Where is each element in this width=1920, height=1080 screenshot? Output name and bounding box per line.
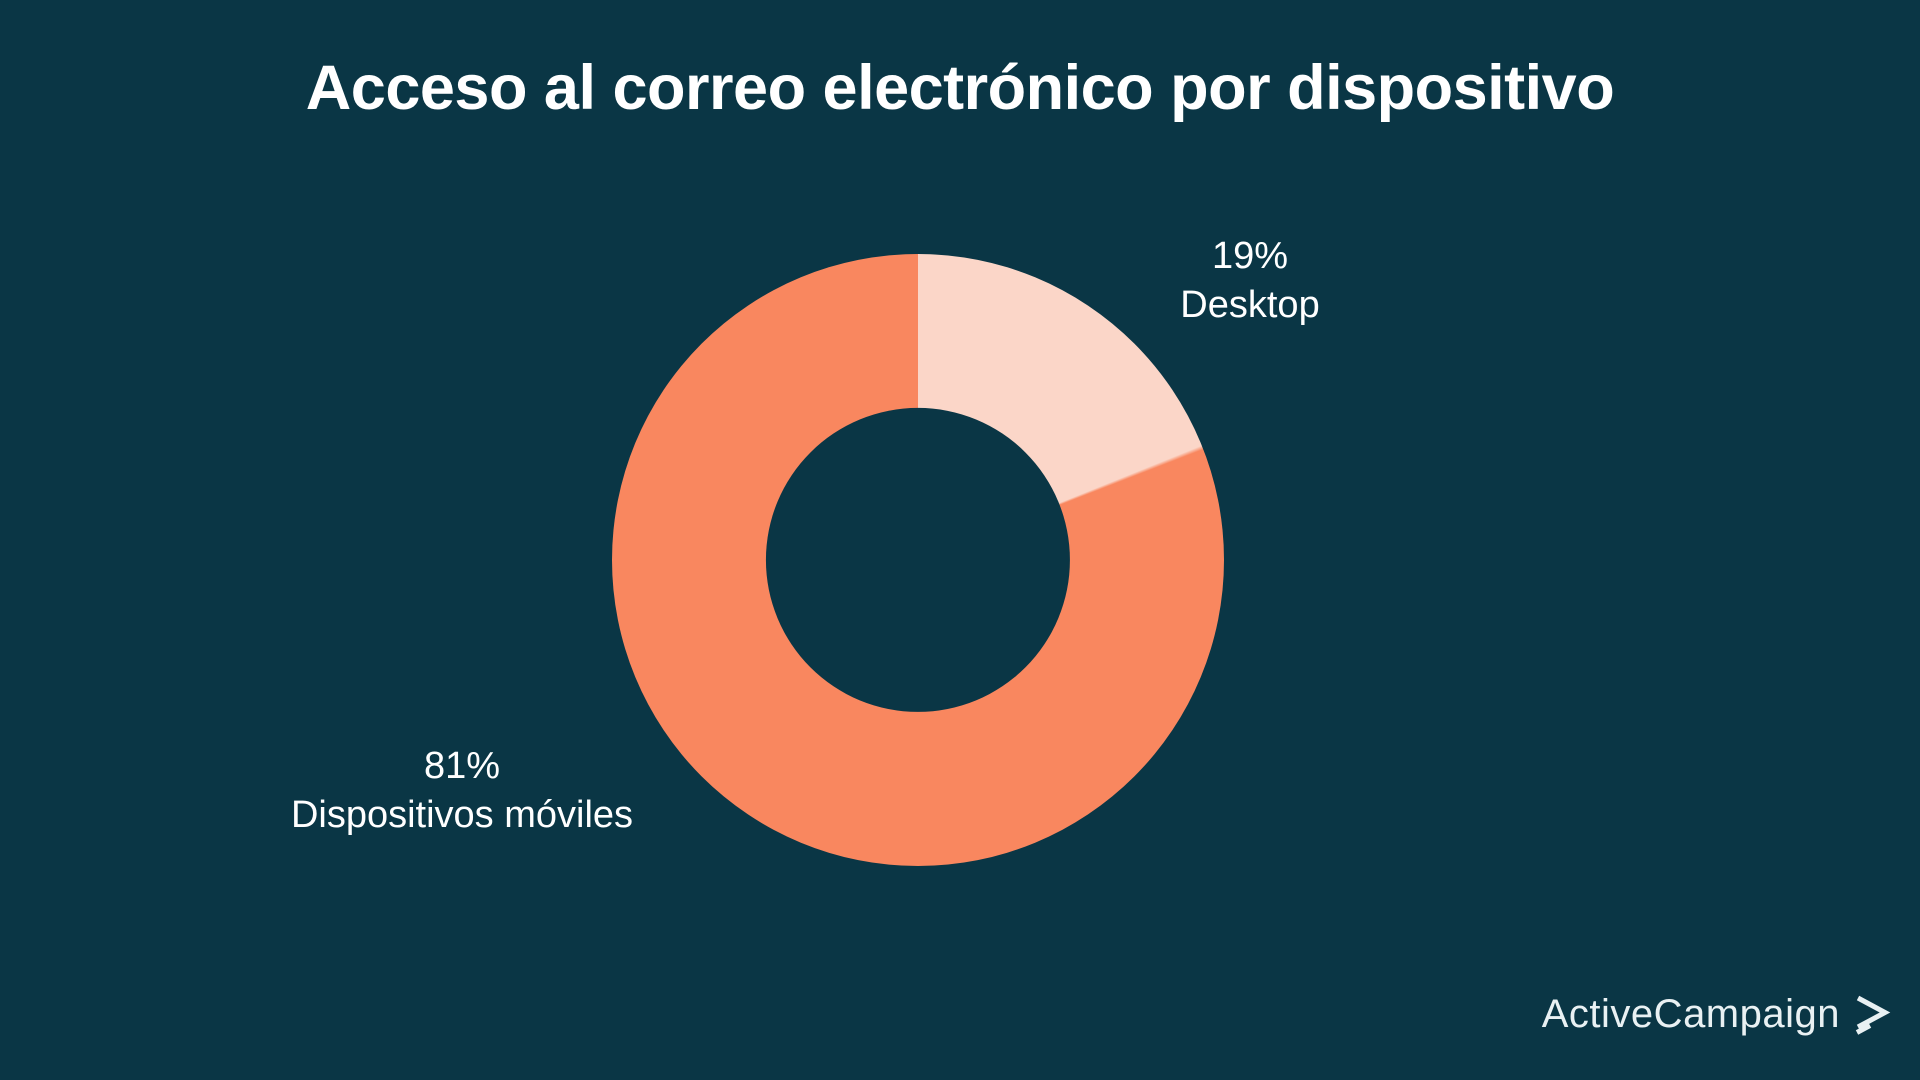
arrow-right-icon	[1855, 995, 1891, 1035]
mobile-name-label: Dispositivos móviles	[290, 794, 634, 836]
donut-chart	[612, 254, 1224, 866]
activecampaign-logo: ActiveCampaign	[1542, 992, 1892, 1037]
label-desktop: 19% Desktop	[1030, 232, 1470, 330]
desktop-name-label: Desktop	[1180, 284, 1320, 326]
logo-text: ActiveCampaign	[1541, 992, 1840, 1036]
donut-hole	[765, 407, 1071, 713]
page-title: Acceso al correo electrónico por disposi…	[305, 53, 1615, 123]
label-mobile: 81% Dispositivos móviles	[242, 742, 682, 840]
mobile-percent-label: 81%	[423, 745, 501, 787]
desktop-percent-label: 19%	[1211, 235, 1289, 277]
